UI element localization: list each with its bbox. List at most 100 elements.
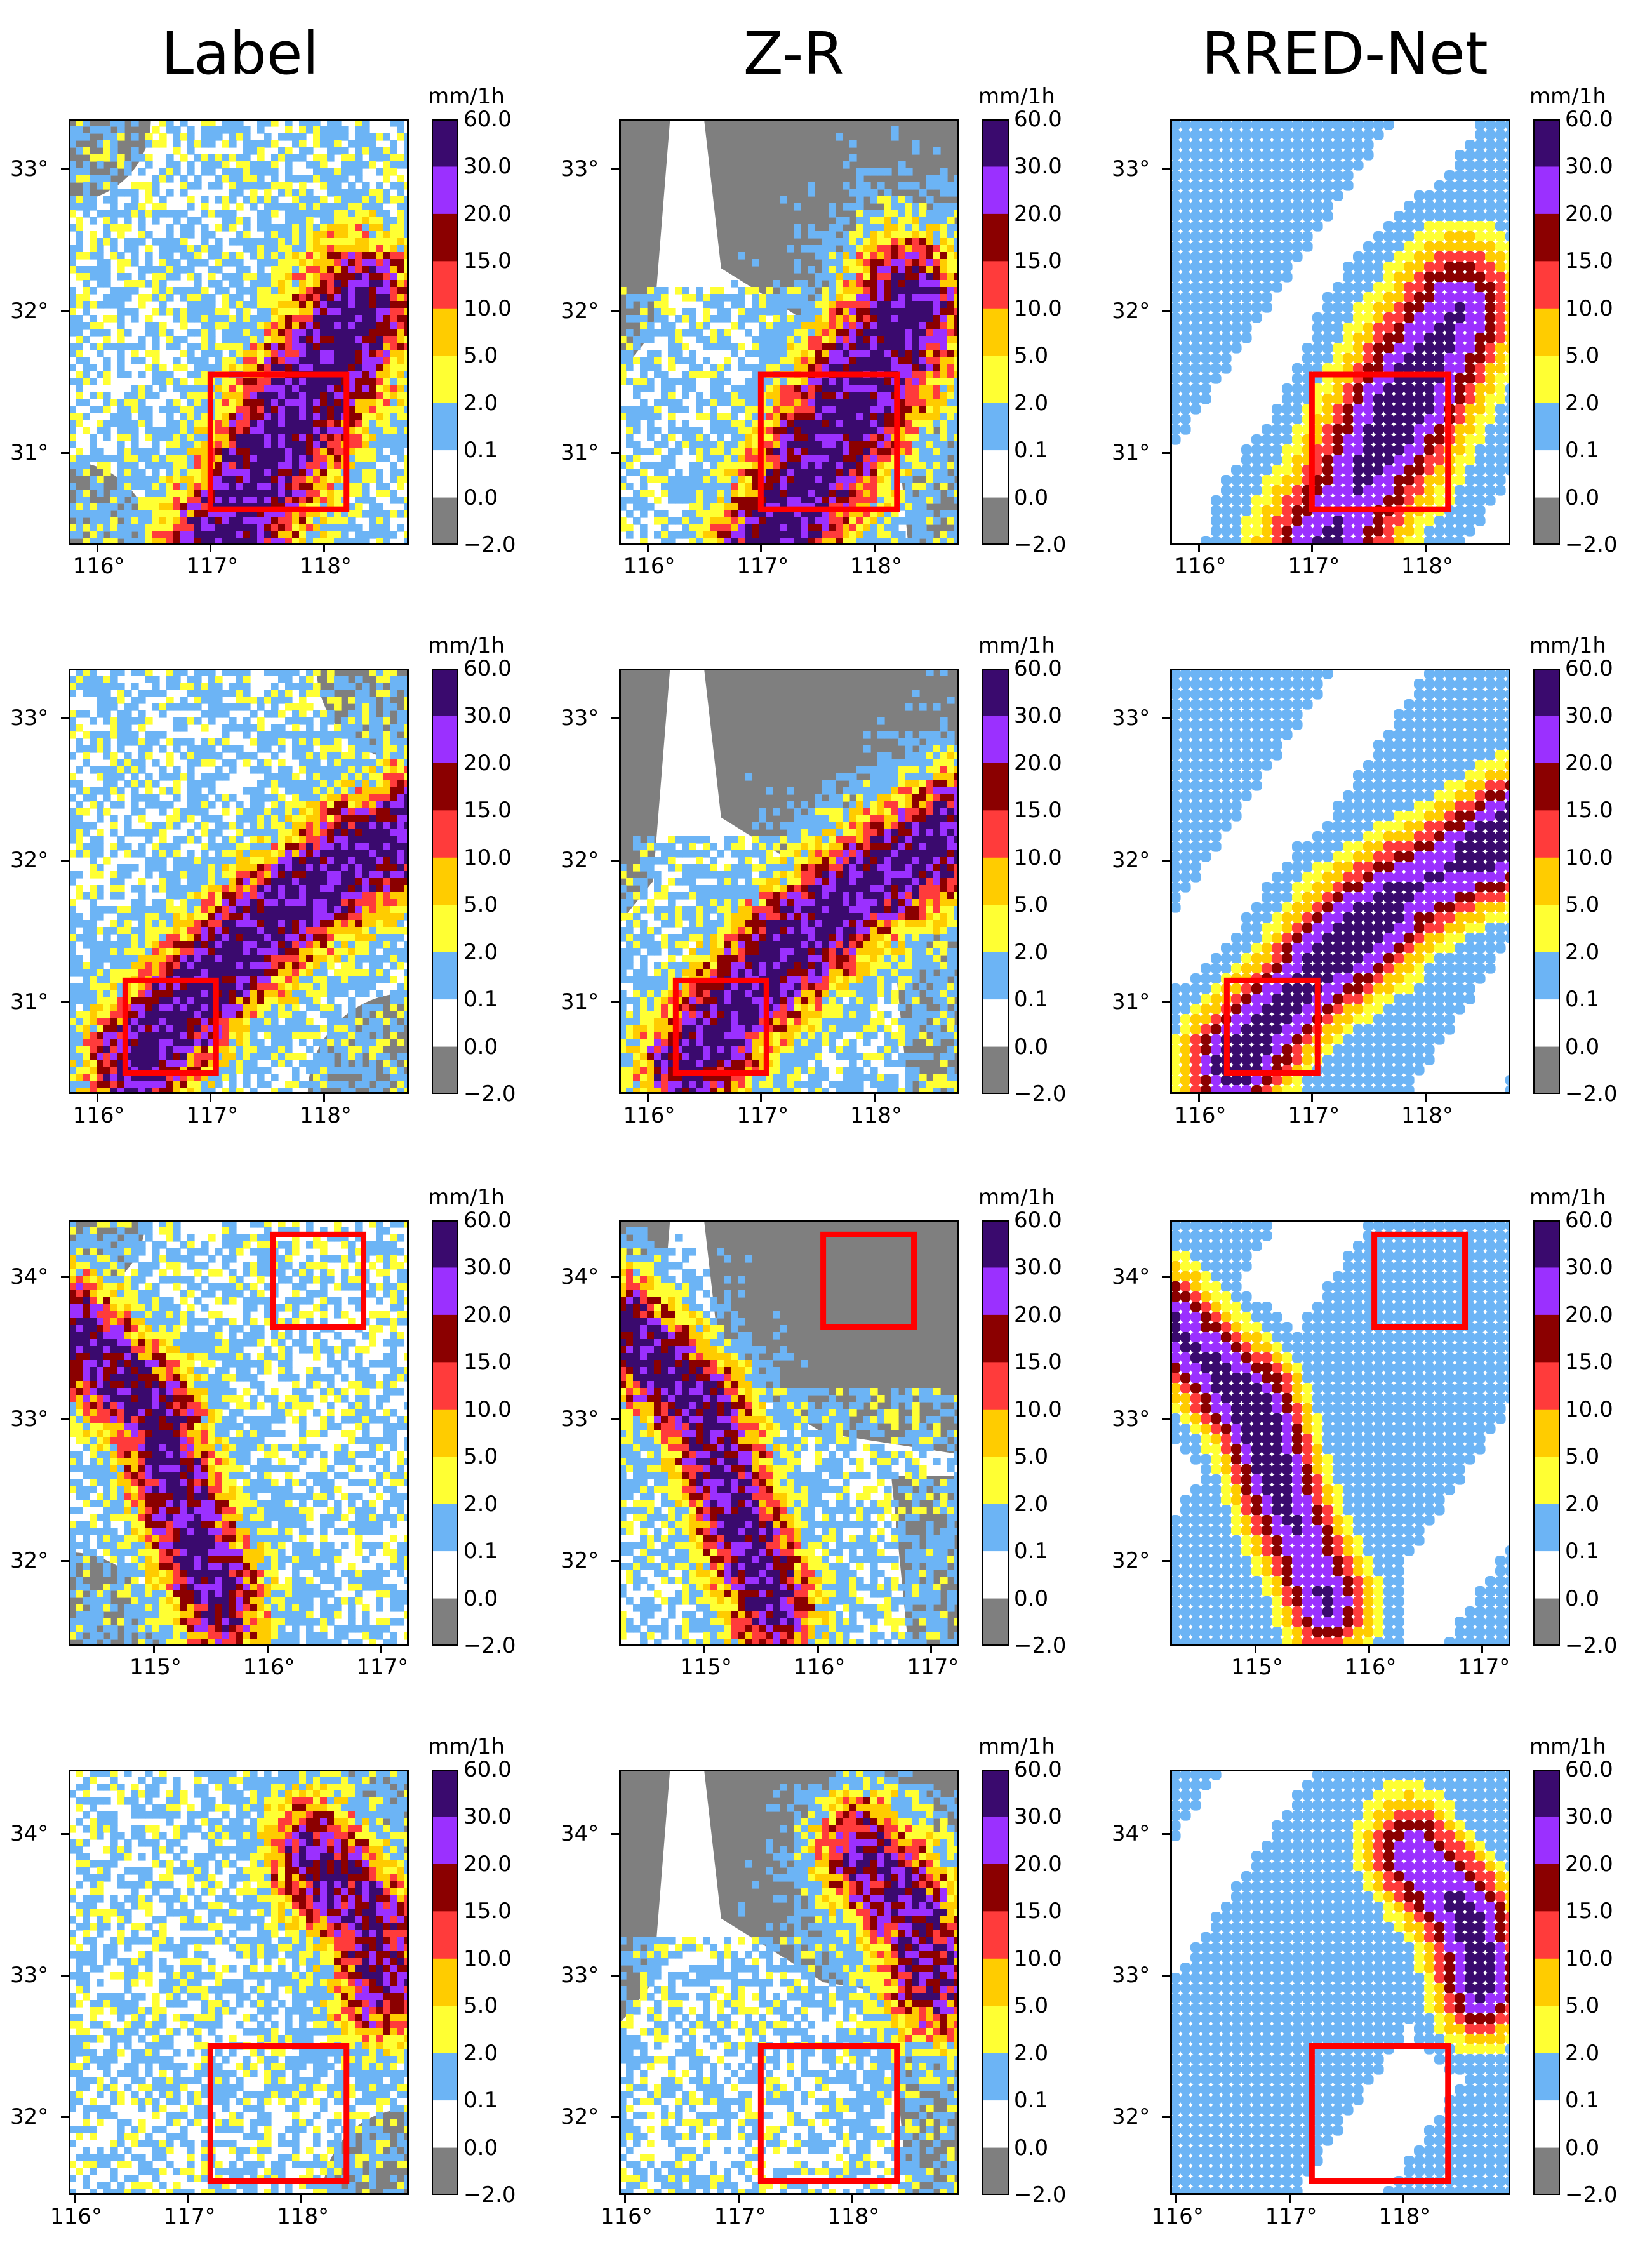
rain-cell [222,252,230,260]
rain-cell [341,231,349,239]
rain-cell [334,119,342,127]
rain-cell [794,434,801,441]
rain-cell [215,524,223,532]
rain-cell [1180,353,1191,364]
rain-cell [69,434,76,441]
rain-cell [299,462,307,469]
rain-cell [787,399,794,406]
rain-cell [933,392,941,399]
rain-cell [201,441,209,448]
rain-cell [404,357,409,364]
rain-cell [1221,180,1232,191]
rain-cell [264,441,272,448]
rain-cell [69,301,76,309]
rain-cell [173,510,181,518]
rain-cell [90,196,97,204]
rain-cell [849,427,857,434]
rain-cell [103,378,111,385]
rain-cell [390,266,397,274]
rain-cell [159,531,167,539]
rain-cell [278,266,286,274]
rain-cell [808,469,815,476]
rain-cell [759,350,766,357]
rain-cell [766,336,773,343]
rain-cell [285,357,293,364]
rain-cell [390,427,397,434]
rain-cell [933,231,941,239]
rain-cell [1211,221,1222,232]
rain-cell [1495,160,1506,171]
rain-cell [822,322,829,330]
rain-cell [675,357,683,364]
rain-cell [229,336,237,343]
rain-cell [668,336,676,343]
rain-cell [898,252,906,260]
y-tick-mark [611,310,619,312]
rain-cell [954,280,959,288]
rain-cell [194,503,202,511]
rain-cell [404,329,409,337]
rain-cell [877,322,885,330]
rain-cell [180,119,188,127]
rain-cell [752,259,759,267]
rain-cell [1272,119,1282,130]
rain-cell [250,364,258,371]
rain-cell [849,287,857,295]
rain-cell [222,448,230,455]
rain-cell [327,224,335,232]
rain-cell [306,350,314,357]
rain-cell [738,399,745,406]
rain-cell [1434,312,1445,323]
rain-cell [376,301,383,309]
rain-cell [145,259,153,267]
rain-cell [794,350,801,357]
rain-cell [215,392,223,399]
rain-cell [1363,343,1374,354]
rain-cell [745,476,752,483]
rain-cell [355,378,363,385]
rain-cell [320,175,328,183]
rain-cell [933,538,941,545]
rain-cell [801,329,808,337]
rain-cell [766,350,773,357]
rain-cell [863,510,871,518]
rain-cell [355,371,363,378]
rain-cell [271,476,279,483]
rain-cell [369,427,376,434]
rain-cell [117,434,125,441]
rain-cell [759,343,766,350]
rain-cell [1363,119,1374,130]
rain-cell [905,224,913,232]
rain-cell [306,217,314,225]
rain-cell [647,427,655,434]
rain-cell [905,301,913,309]
rain-cell [856,497,864,504]
rain-cell [1485,231,1496,242]
rain-cell [822,238,829,246]
rain-cell [1363,130,1374,140]
rain-cell [376,350,383,357]
rain-cell [97,503,104,511]
rain-cell [912,224,920,232]
rain-cell [954,510,959,518]
rain-cell [159,210,167,218]
rain-cell [752,399,759,406]
rain-cell [229,294,237,302]
rain-cell [390,441,397,448]
rain-cell [829,483,836,490]
rain-cell [808,224,815,232]
rain-cell [1231,231,1242,242]
rain-cell [843,182,850,190]
rain-cell [159,406,167,413]
rain-cell [376,259,383,267]
rain-cell [124,259,132,267]
rain-cell [1211,262,1222,272]
rain-cell [236,161,244,169]
rain-cell [1495,221,1506,232]
rain-cell [836,273,843,281]
rain-cell [829,517,836,525]
rain-cell [83,294,90,302]
rain-cell [355,524,363,532]
rain-cell [829,329,836,337]
rain-cell [320,350,328,357]
